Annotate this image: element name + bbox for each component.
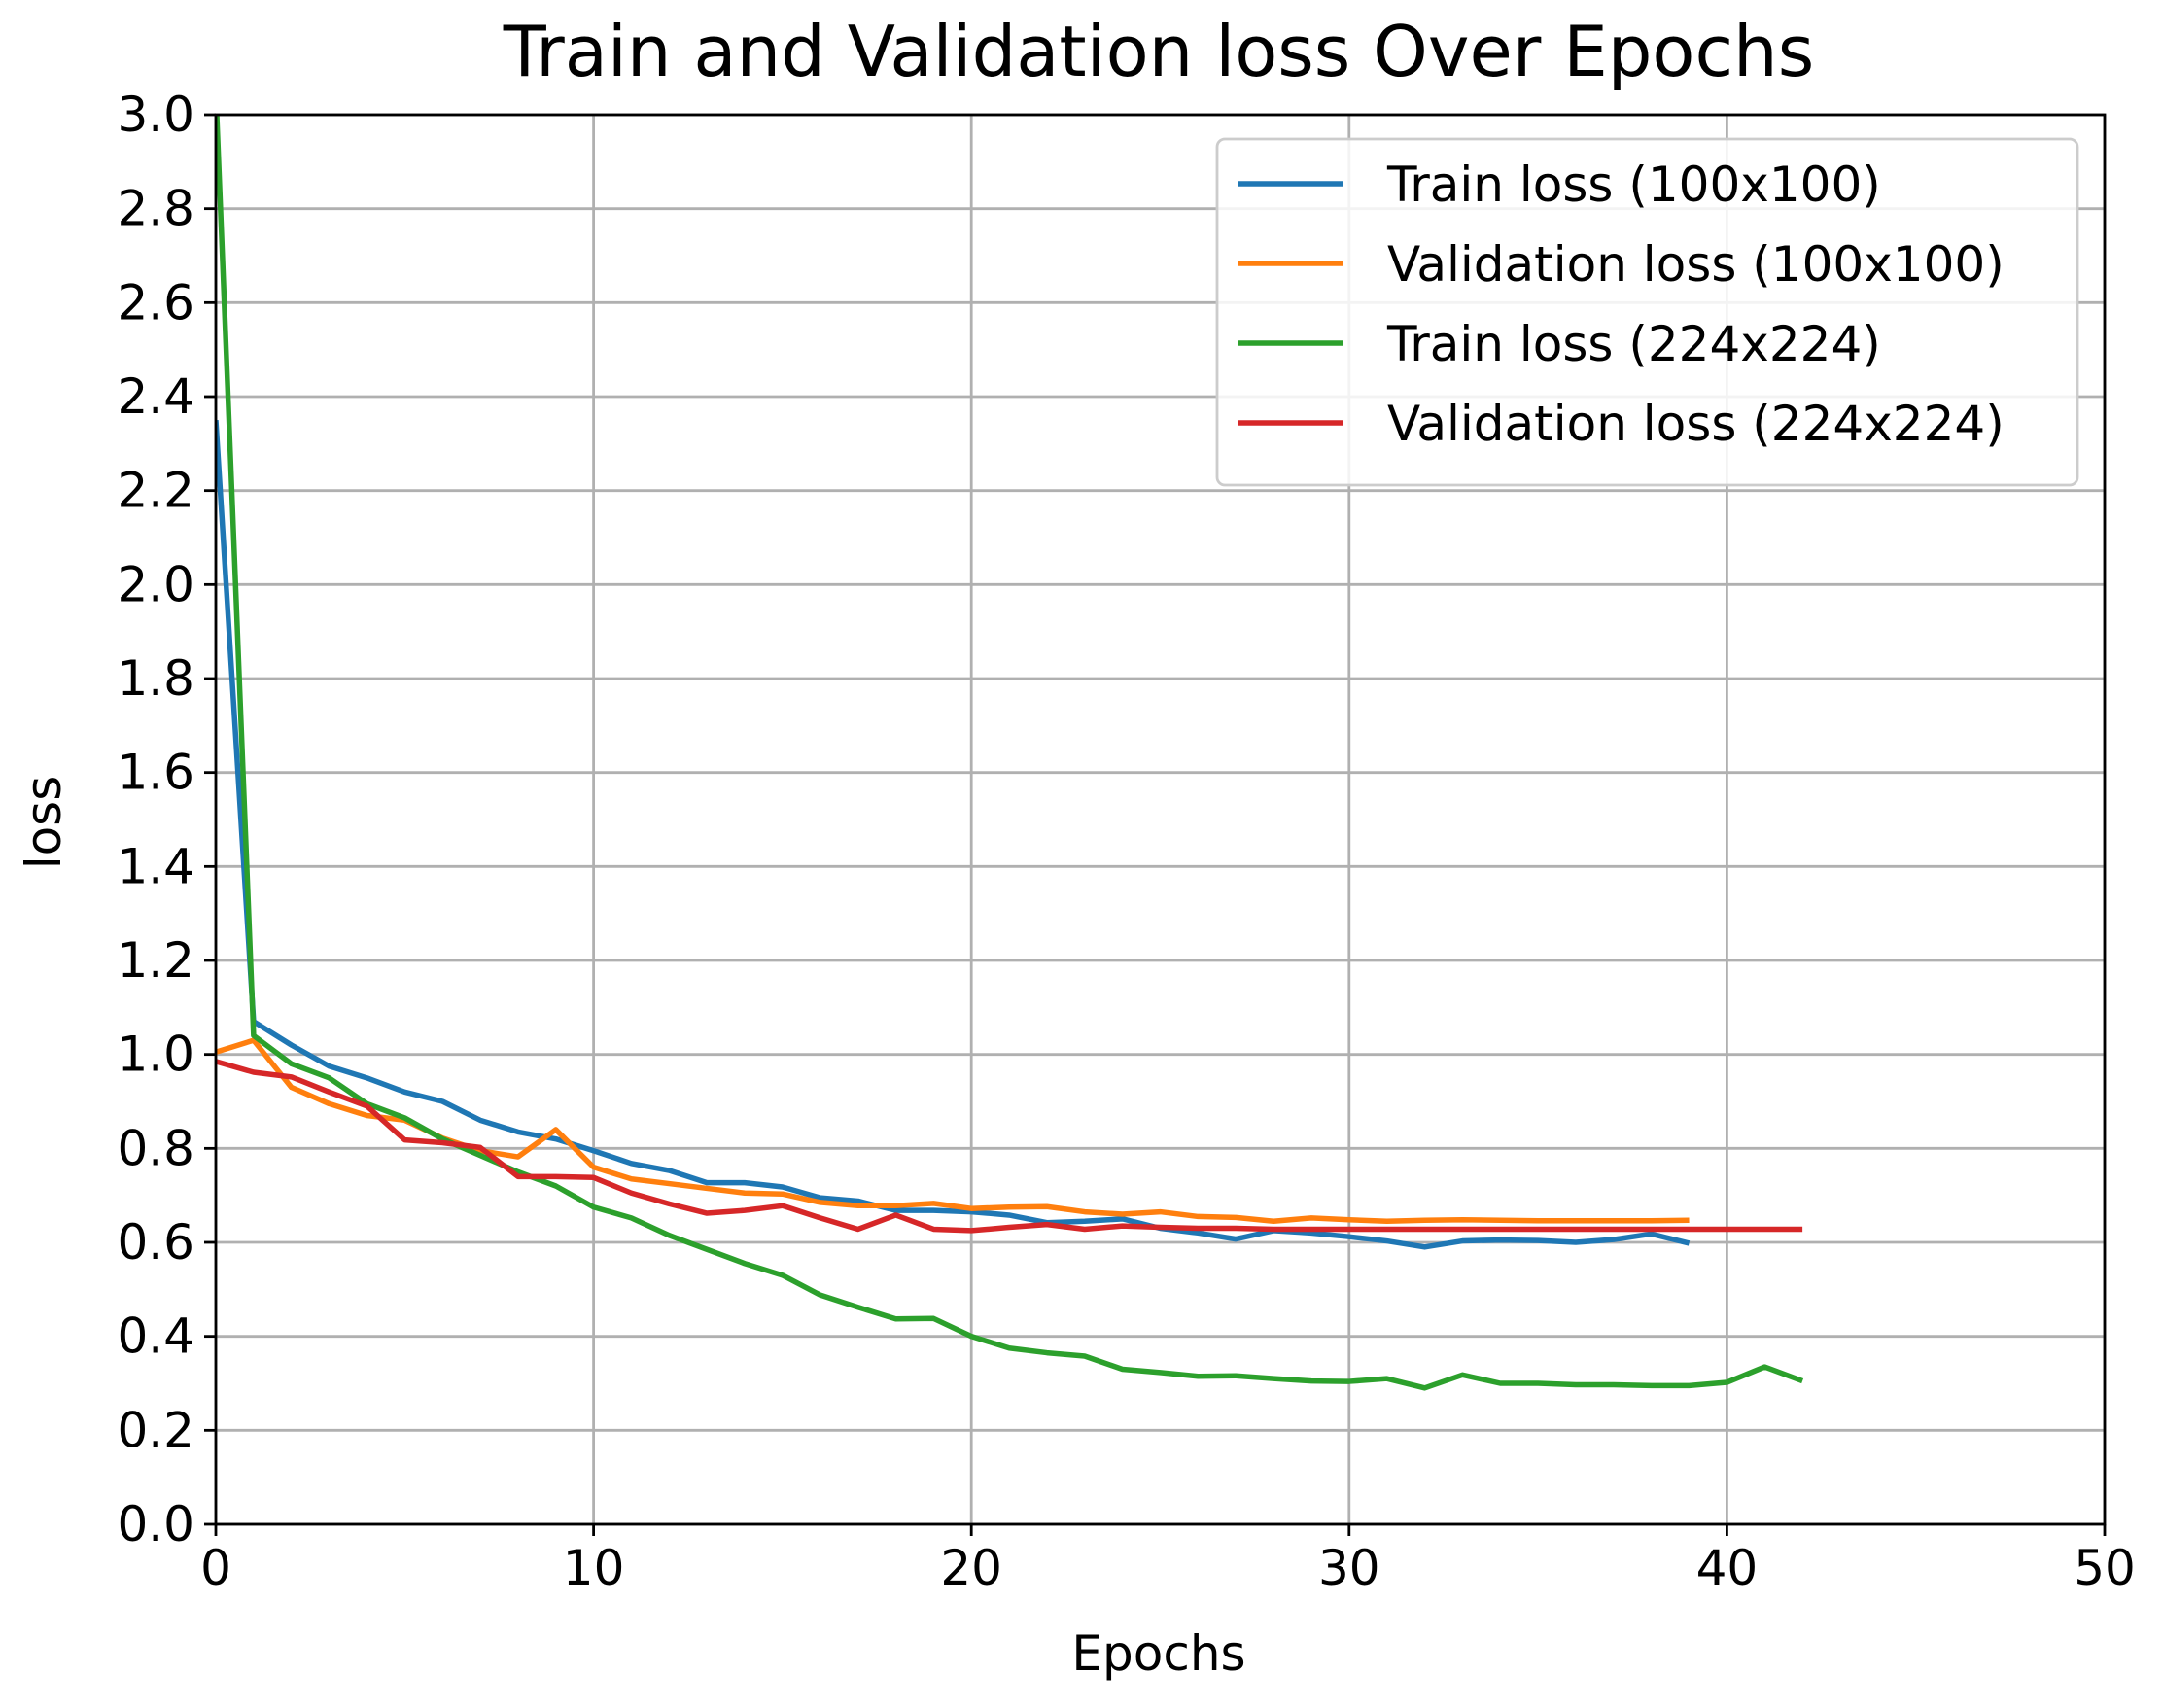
x-axis-ticks: 0 10 20 30 40 50 (200, 1524, 2136, 1596)
y-tick-label: 0.6 (117, 1214, 194, 1271)
y-tick-label: 0.8 (117, 1120, 194, 1176)
series-line-1 (216, 419, 1691, 1250)
y-axis-label: loss (16, 776, 72, 870)
plot-frame (214, 113, 2107, 1526)
legend: Train loss (100x100) Validation loss (100… (1215, 137, 2079, 487)
y-tick-label: 2.4 (117, 368, 194, 425)
series-line-2 (216, 1037, 1690, 1224)
y-tick-label: 1.0 (117, 1027, 194, 1083)
x-tick-label: 50 (2074, 1540, 2136, 1596)
y-tick-label: 1.8 (117, 650, 194, 707)
y-tick-label: 2.2 (117, 463, 194, 519)
y-tick-label: 2.0 (117, 556, 194, 612)
series-lines (216, 115, 1804, 1391)
series-line-3 (216, 115, 1804, 1391)
y-tick-label: 1.6 (117, 745, 194, 801)
y-tick-label: 0.4 (117, 1308, 194, 1365)
legend-label: Train loss (224x224) (1386, 316, 1881, 372)
axes (214, 113, 2107, 1526)
legend-label: Validation loss (100x100) (1387, 236, 2005, 293)
legend-label: Validation loss (224x224) (1387, 396, 2005, 452)
chart-title: Train and Validation loss Over Epochs (503, 11, 1814, 92)
legend-box (1215, 137, 2079, 487)
x-tick-label: 0 (200, 1540, 231, 1596)
y-tick-label: 0.0 (117, 1496, 194, 1552)
x-tick-label: 10 (563, 1540, 625, 1596)
legend-label: Train loss (100x100) (1386, 157, 1881, 213)
y-tick-label: 2.6 (117, 274, 194, 331)
x-tick-label: 30 (1318, 1540, 1380, 1596)
y-axis-ticks: 0.0 0.2 0.4 0.6 0.8 1.0 1.2 1.4 1.6 1.8 2.0 2.2 2.4 2… (117, 87, 216, 1552)
y-tick-label: 1.2 (117, 932, 194, 989)
y-tick-label: 0.2 (117, 1402, 194, 1458)
y-tick-label: 1.4 (117, 838, 194, 894)
x-tick-label: 40 (1696, 1540, 1759, 1596)
x-tick-label: 20 (940, 1540, 1002, 1596)
x-axis-label: Epochs (1071, 1625, 1245, 1682)
series-line-4 (216, 1059, 1803, 1234)
y-tick-label: 3.0 (117, 87, 194, 143)
y-tick-label: 2.8 (117, 181, 194, 237)
